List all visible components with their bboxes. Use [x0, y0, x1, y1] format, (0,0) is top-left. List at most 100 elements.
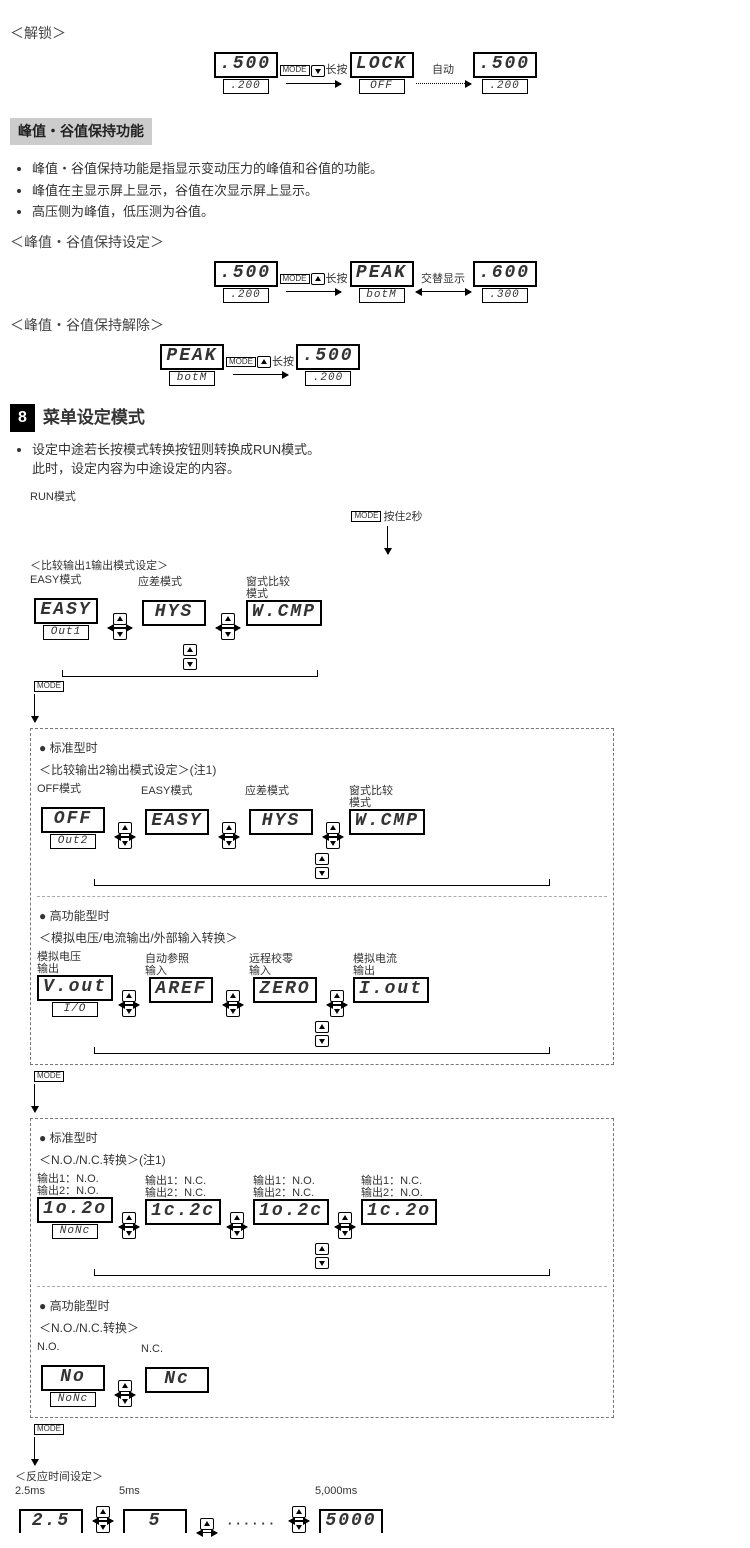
- updown-conn: [197, 1518, 217, 1533]
- down-btn-icon: [326, 837, 340, 849]
- caption: 自动参照 输入: [145, 953, 217, 977]
- out2-group: ● 标准型时 ＜比较输出2输出模式设定＞(注1) OFF模式 OFF Out2 …: [30, 728, 614, 1065]
- caption: 输出1：N.C.输出2：N.O.: [361, 1175, 437, 1199]
- mode-col: 输出1：N.O.输出2：N.C. 1o.2c: [253, 1175, 329, 1239]
- lcd-sub: .300: [482, 288, 528, 303]
- resp-title: ＜反应时间设定＞: [15, 1469, 740, 1486]
- mode-col: N.C. Nc: [141, 1343, 213, 1407]
- updown-conn: [119, 1212, 139, 1239]
- arrow: 交替显示: [416, 271, 471, 293]
- lcd-unit: LOCK OFF: [350, 52, 414, 94]
- up-btn-icon: [183, 644, 197, 656]
- bullet: 设定中途若长按模式转换按钮则转换成RUN模式。此时，设定内容为中途设定的内容。: [32, 440, 740, 479]
- lcd-main: EASY: [34, 598, 98, 624]
- lcd-main: EASY: [145, 809, 209, 835]
- nonc-row2: N.O. No NoNc N.C. Nc: [37, 1341, 607, 1407]
- up-btn-icon: [315, 1021, 329, 1033]
- arrow-text: 长按: [326, 62, 348, 79]
- run-mode-label: RUN模式: [30, 489, 740, 506]
- arrow-text: 长按: [326, 271, 348, 288]
- lcd-sub: NoNc: [50, 1392, 96, 1407]
- down-btn-icon: [315, 1035, 329, 1047]
- up-btn-icon: [315, 853, 329, 865]
- lcd-main: LOCK: [350, 52, 414, 78]
- down-btn-icon: [338, 1227, 352, 1239]
- caption: 窗式比较 模式: [246, 576, 322, 600]
- down-btn-icon: [222, 837, 236, 849]
- mode-btn-icon: MODE: [34, 1071, 64, 1082]
- up-btn-icon: [257, 356, 271, 368]
- mode-col: 远程校零 输入 ZERO: [249, 953, 321, 1017]
- lcd-unit: .500 .200: [296, 344, 360, 386]
- lcd-sub: Out2: [50, 834, 96, 849]
- updown-conn: [289, 1506, 309, 1533]
- lcd-main: OFF: [41, 807, 105, 833]
- subtitle: ＜比较输出2输出模式设定＞(注1): [39, 761, 607, 779]
- peak-clear-title: ＜峰值・谷值保持解除＞: [10, 315, 740, 336]
- subtitle: ＜模拟电压/电流输出/外部输入转换＞: [39, 929, 607, 947]
- lcd-main: 1o.2o: [37, 1197, 113, 1223]
- lcd-main: 1c.2c: [145, 1199, 221, 1225]
- bullet: 峰值在主显示屏上显示，谷值在次显示屏上显示。: [32, 181, 740, 201]
- mode-btn-icon: MODE: [34, 1424, 64, 1435]
- down-btn-icon: [118, 1395, 132, 1407]
- lcd-sub: Out1: [43, 625, 89, 640]
- lcd-sub: .200: [223, 288, 269, 303]
- caption: N.O.: [37, 1341, 109, 1365]
- lcd-main: .500: [214, 52, 278, 78]
- caption: 应差模式: [138, 576, 210, 600]
- mode-btn-icon: MODE: [351, 511, 381, 522]
- caption: 输出1：N.O.输出2：N.C.: [253, 1175, 329, 1199]
- subtitle: ＜N.O./N.C.转换＞(注1): [39, 1151, 607, 1169]
- lcd-main: No: [41, 1365, 105, 1391]
- mode-col: 5ms 5: [119, 1485, 191, 1533]
- down-btn-icon: [315, 867, 329, 879]
- note-text: 设定中途若长按模式转换按钮则转换成RUN模式。: [32, 442, 320, 457]
- loop-back: [30, 644, 350, 677]
- arrow: MODE长按: [226, 354, 294, 376]
- caption: EASY模式: [30, 574, 102, 598]
- arrow: MODE长按: [280, 271, 348, 293]
- updown-conn: [119, 990, 139, 1017]
- updown-conn: [223, 990, 243, 1017]
- lcd-sub: botM: [359, 288, 405, 303]
- updown-conn: [327, 990, 347, 1017]
- mode-col: 输出1：N.C.输出2：N.C. 1c.2c: [145, 1175, 221, 1239]
- analog-row: 模拟电压 输出 V.out I/O 自动参照 输入 AREF 远程校零 输入 Z…: [37, 951, 607, 1017]
- group-title: ● 高功能型时: [39, 907, 607, 925]
- lcd-main: .500: [296, 344, 360, 370]
- down-btn-icon: [96, 1521, 110, 1533]
- down-btn-icon: [230, 1227, 244, 1239]
- updown-conn: [216, 613, 240, 640]
- vert-arrow: MODE: [34, 1424, 740, 1465]
- lcd-main: 1o.2c: [253, 1199, 329, 1225]
- lcd-sub: NoNc: [52, 1224, 98, 1239]
- group-title: ● 标准型时: [39, 1129, 607, 1147]
- up-btn-icon: [315, 1243, 329, 1255]
- down-btn-icon: [330, 1005, 344, 1017]
- mode-col: 5,000ms 5000: [315, 1485, 387, 1533]
- up-btn-icon: [113, 613, 127, 625]
- ellipsis: ······: [223, 1490, 283, 1534]
- lcd-main: 2.5: [19, 1509, 83, 1533]
- lcd-sub: botM: [169, 371, 215, 386]
- peak-set-flow: .500 .200 MODE长按 PEAK botM 交替显示 .600 .30…: [10, 261, 740, 303]
- dots-icon: ······: [228, 1514, 278, 1534]
- bullet: 峰值・谷值保持功能是指显示变动压力的峰值和谷值的功能。: [32, 159, 740, 179]
- menu-notes: 设定中途若长按模式转换按钮则转换成RUN模式。此时，设定内容为中途设定的内容。: [32, 440, 740, 479]
- arrow: MODE长按: [280, 62, 348, 84]
- mode-col: 应差模式 HYS: [245, 785, 317, 849]
- lcd-main: I.out: [353, 977, 429, 1003]
- mode-col: 模拟电压 输出 V.out I/O: [37, 951, 113, 1017]
- group-title: ● 高功能型时: [39, 1297, 607, 1315]
- peak-clear-flow: PEAK botM MODE长按 .500 .200: [10, 344, 740, 386]
- lcd-sub: I/O: [52, 1002, 98, 1017]
- caption: N.C.: [141, 1343, 213, 1367]
- lcd-main: V.out: [37, 975, 113, 1001]
- mode-col: 输出1：N.C.输出2：N.O. 1c.2o: [361, 1175, 437, 1239]
- lcd-main: AREF: [149, 977, 213, 1003]
- lcd-main: .500: [473, 52, 537, 78]
- mode-col: 窗式比较 模式 W.CMP: [349, 785, 425, 849]
- peak-set-title: ＜峰值・谷值保持设定＞: [10, 232, 740, 253]
- section-title: 菜单设定模式: [43, 405, 145, 431]
